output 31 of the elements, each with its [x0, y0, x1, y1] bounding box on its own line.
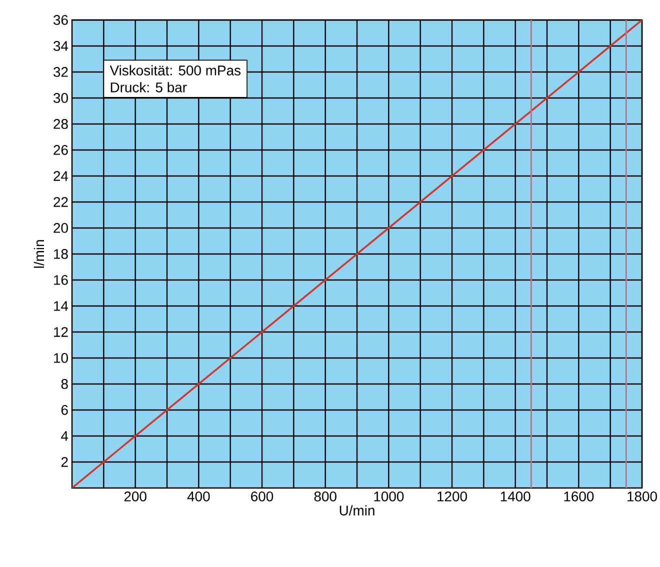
y-tick-label: 20 — [54, 223, 68, 233]
y-tick-label: 14 — [54, 301, 68, 311]
y-tick-label: 2 — [61, 457, 68, 467]
x-tick-label: 1400 — [500, 491, 530, 502]
y-tick-label: 16 — [54, 275, 68, 285]
y-tick-label: 24 — [54, 171, 68, 181]
y-tick-label: 36 — [54, 15, 68, 25]
y-tick-label: 26 — [54, 145, 68, 155]
x-tick-label: 1600 — [564, 491, 594, 502]
y-tick-label: 30 — [54, 93, 68, 103]
y-tick-label: 10 — [54, 353, 68, 363]
y-tick-label: 4 — [61, 431, 68, 441]
y-axis-title: l/min — [34, 240, 44, 268]
y-tick-label: 18 — [54, 249, 68, 259]
y-tick-label: 12 — [54, 327, 68, 337]
x-tick-label: 400 — [187, 491, 210, 502]
y-tick-label: 8 — [61, 379, 68, 389]
annotation: Viskosität: 500 mPas — [110, 65, 241, 76]
x-tick-label: 800 — [314, 491, 336, 502]
y-tick-label: 22 — [54, 197, 68, 207]
y-tick-label: 34 — [54, 41, 68, 51]
x-axis-title: U/min — [340, 505, 374, 516]
x-tick-label: 600 — [251, 491, 274, 502]
x-tick-label: 1200 — [438, 491, 467, 502]
x-tick-label: 1800 — [628, 491, 657, 502]
y-tick-label: 6 — [61, 405, 68, 415]
annotation: Druck: 5 bar — [110, 82, 187, 92]
x-tick-label: 1000 — [374, 491, 404, 502]
y-tick-label: 28 — [54, 119, 68, 129]
x-tick-label: 200 — [124, 491, 146, 502]
y-tick-label: 32 — [54, 67, 68, 77]
